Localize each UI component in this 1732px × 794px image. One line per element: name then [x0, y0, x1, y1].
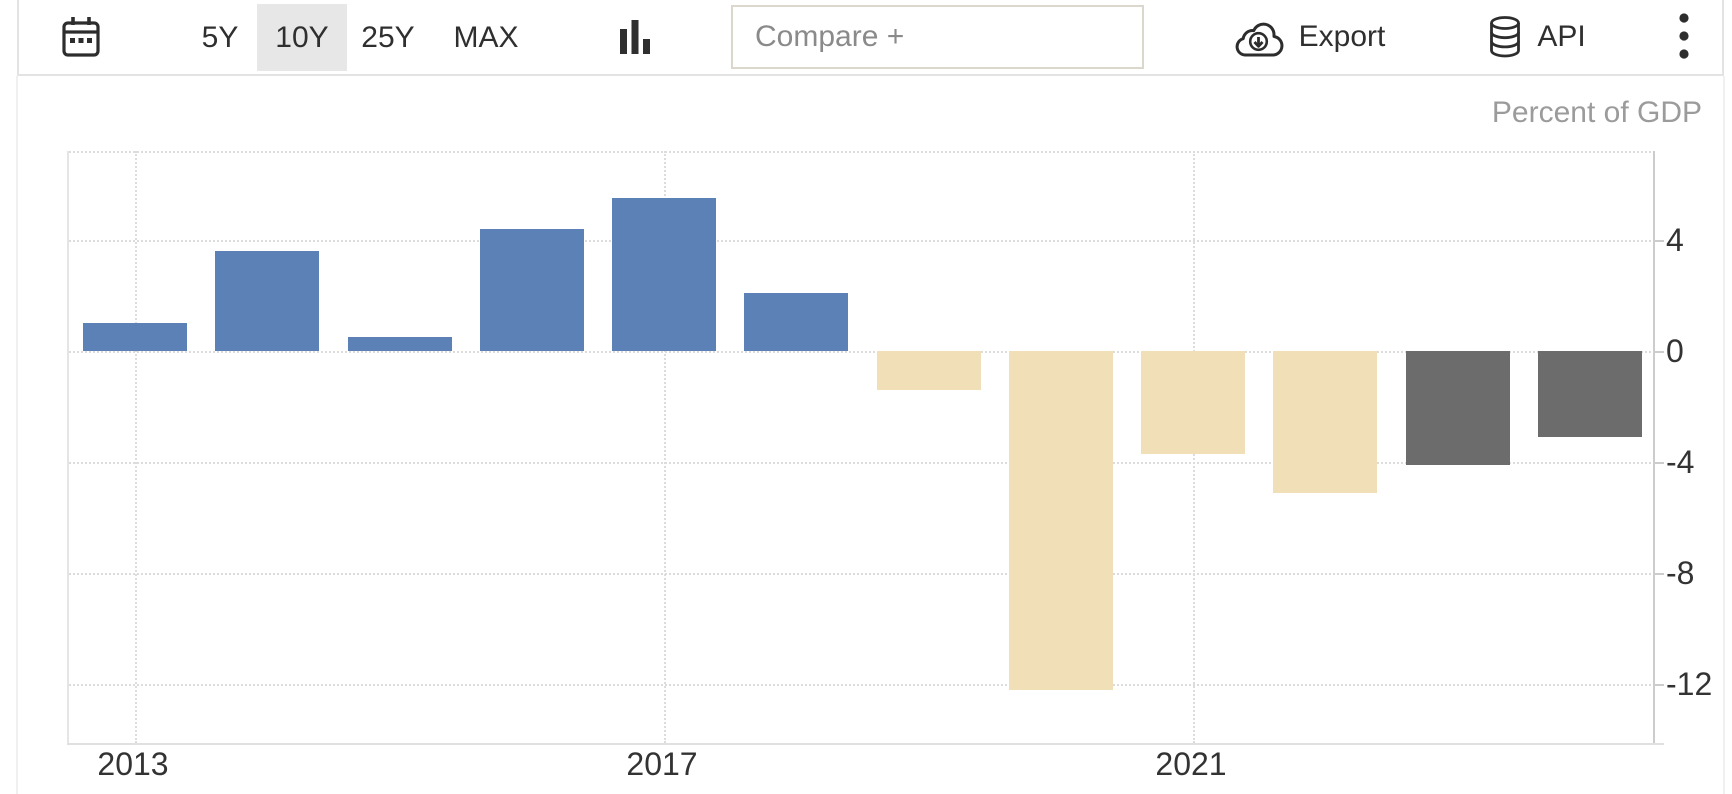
- x-axis-label-2013: 2013: [97, 746, 169, 782]
- bar-2020[interactable]: [1008, 351, 1113, 690]
- y-axis-label--8: -8: [1666, 555, 1695, 592]
- gridline-y-0: [69, 351, 1655, 353]
- y-axis-label--4: -4: [1666, 444, 1695, 481]
- bar-2021[interactable]: [1141, 351, 1245, 454]
- y-axis-line: [1653, 151, 1655, 745]
- bar-2017[interactable]: [612, 198, 716, 351]
- toolbar: 5Y 10Y 25Y MAX Export: [17, 0, 1724, 76]
- bar-2018[interactable]: [744, 292, 849, 351]
- gridline-y--4: [69, 462, 1655, 465]
- database-icon: [1487, 15, 1523, 59]
- bar-2015[interactable]: [347, 337, 452, 351]
- bar-2024[interactable]: [1537, 351, 1642, 438]
- y-tick--12: [1653, 684, 1664, 687]
- y-axis-label-4: 4: [1666, 221, 1684, 258]
- x-axis-label-2021: 2021: [1155, 746, 1227, 782]
- api-button[interactable]: API: [1459, 0, 1614, 74]
- y-tick--8: [1653, 573, 1664, 576]
- bar-2014[interactable]: [215, 251, 320, 351]
- gridline-x-2013: [135, 151, 137, 743]
- calendar-icon: [59, 14, 103, 60]
- y-axis-label-0: 0: [1666, 333, 1684, 369]
- range-button-25y[interactable]: 25Y: [361, 20, 415, 54]
- y-tick-4: [1653, 239, 1664, 242]
- cloud-download-icon: [1233, 17, 1285, 57]
- range-button-max[interactable]: MAX: [453, 20, 519, 54]
- api-label: API: [1537, 20, 1586, 53]
- bar-2013[interactable]: [83, 323, 187, 351]
- y-axis-label--12: -12: [1666, 666, 1713, 703]
- gridline-x-2017: [664, 151, 666, 743]
- export-label: Export: [1298, 20, 1386, 53]
- range-button-5y[interactable]: 5Y: [201, 20, 239, 54]
- range-button-10y[interactable]: 10Y: [257, 4, 347, 71]
- units-label: Percent of GDP: [1491, 96, 1702, 129]
- plot-top-edge: [69, 151, 1655, 153]
- bar-2023[interactable]: [1405, 351, 1510, 465]
- chart-type-button[interactable]: [597, 0, 673, 74]
- kebab-menu-icon: [1678, 10, 1690, 64]
- bar-chart-icon: [617, 16, 653, 58]
- gridline-y--8: [69, 573, 1655, 576]
- bar-2019[interactable]: [876, 351, 981, 390]
- compare-input[interactable]: [731, 5, 1144, 69]
- x-axis-line: [67, 743, 1664, 745]
- bar-2016[interactable]: [479, 228, 584, 351]
- gridline-y--12: [69, 684, 1655, 687]
- export-button[interactable]: Export: [1209, 0, 1409, 74]
- gridline-y-4: [69, 239, 1655, 242]
- kebab-menu-button[interactable]: [1654, 0, 1714, 74]
- plot-area[interactable]: [67, 151, 1655, 743]
- y-tick-0: [1653, 351, 1664, 353]
- y-tick--4: [1653, 462, 1664, 465]
- x-axis-label-2017: 2017: [626, 746, 698, 782]
- bar-2022[interactable]: [1273, 351, 1378, 493]
- calendar-button[interactable]: [43, 0, 119, 74]
